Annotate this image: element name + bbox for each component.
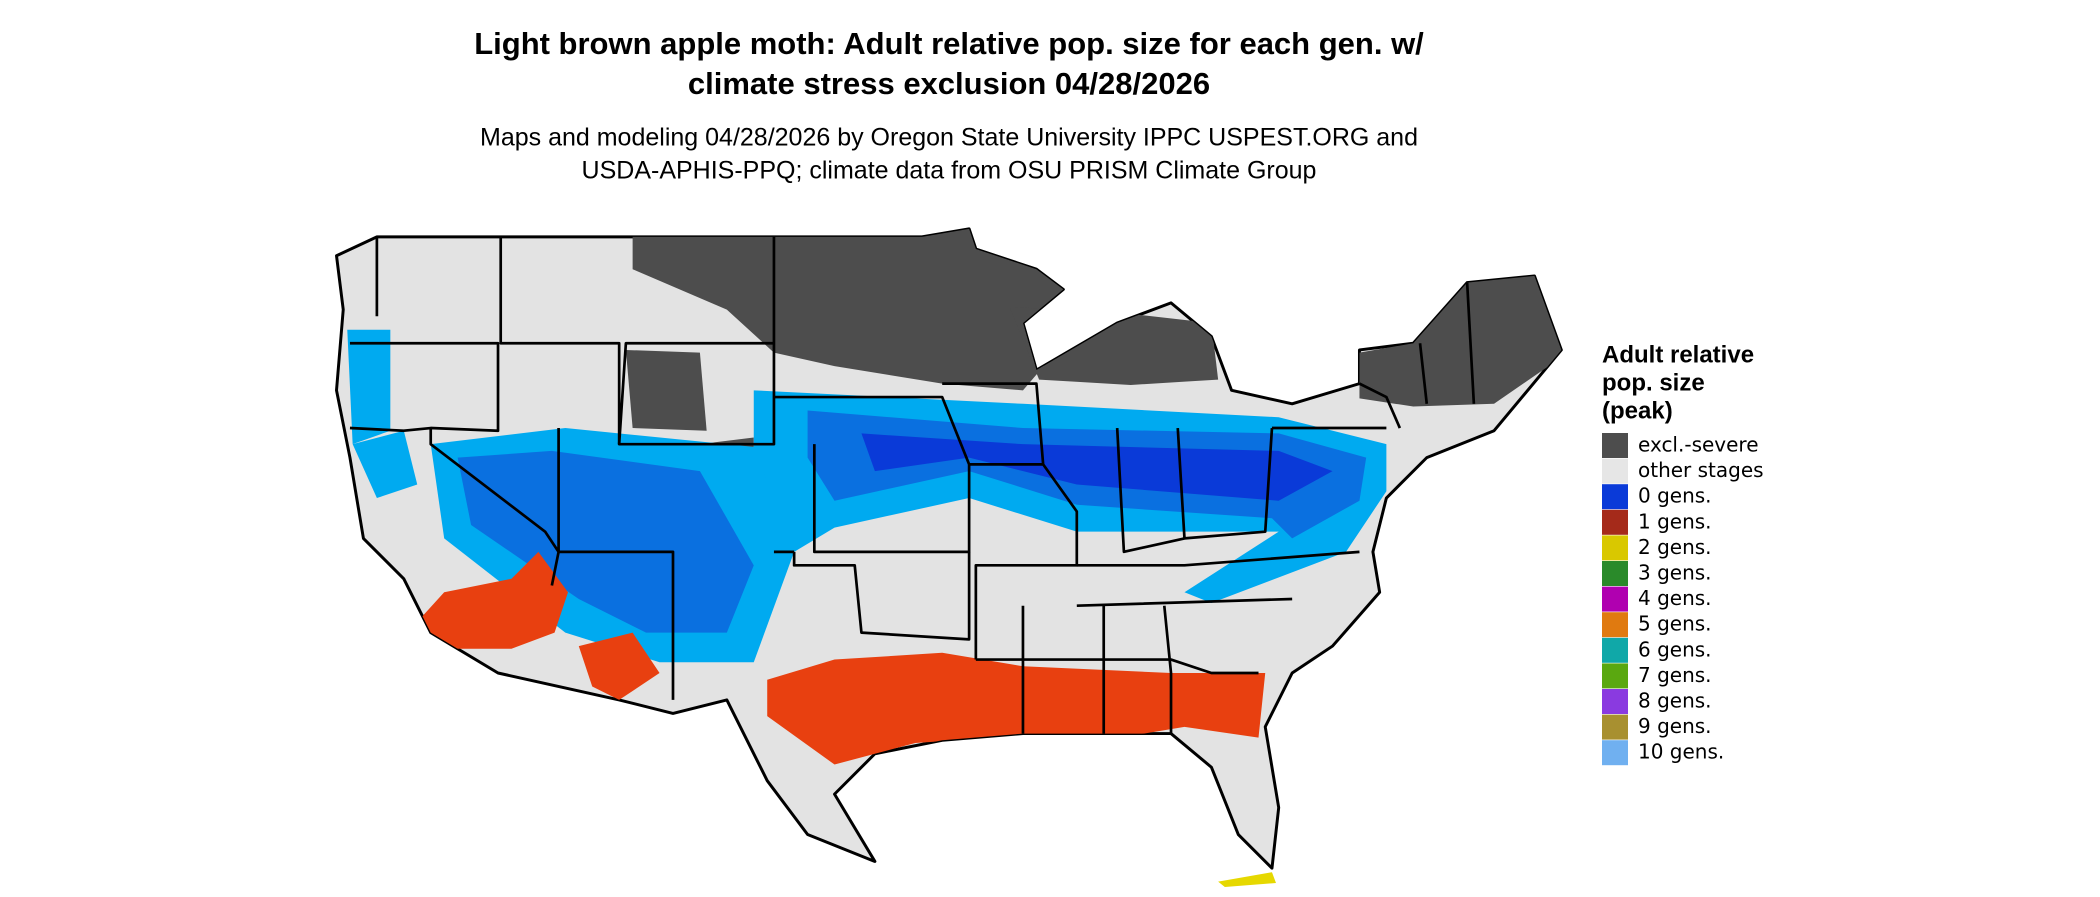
map-zones xyxy=(347,228,1562,765)
subtitle: Maps and modeling 04/28/2026 by Oregon S… xyxy=(480,124,1418,152)
legend-label: 0 gens. xyxy=(1638,484,1712,508)
legend-title: pop. size xyxy=(1602,369,1705,396)
subtitle: USDA-APHIS-PPQ; climate data from OSU PR… xyxy=(582,157,1317,185)
legend-swatch xyxy=(1602,535,1628,561)
zone xyxy=(457,450,754,633)
zone xyxy=(578,632,660,700)
zone xyxy=(861,433,1333,501)
state-borders xyxy=(349,236,1476,734)
legend-label: 3 gens. xyxy=(1638,561,1712,585)
zone xyxy=(625,349,707,431)
legend-swatch xyxy=(1602,561,1628,586)
legend-swatch xyxy=(1602,714,1628,740)
legend-swatch xyxy=(1602,586,1628,612)
zone xyxy=(632,228,1064,391)
legend-label: 9 gens. xyxy=(1638,714,1712,738)
legend-label: 8 gens. xyxy=(1638,689,1712,713)
legend-swatch xyxy=(1602,689,1628,714)
us-map xyxy=(335,227,1563,888)
zone xyxy=(352,430,418,499)
legend-swatch xyxy=(1602,663,1628,689)
legend-label: 6 gens. xyxy=(1638,637,1712,661)
legend-label: 7 gens. xyxy=(1638,663,1712,687)
legend-title: (peak) xyxy=(1602,397,1673,424)
legend-swatch xyxy=(1602,484,1628,510)
legend-swatch xyxy=(1602,433,1628,458)
legend-swatch xyxy=(1602,637,1628,663)
legend-label: 1 gens. xyxy=(1638,509,1712,533)
title: Light brown apple moth: Adult relative p… xyxy=(474,26,1424,61)
legend-label: 4 gens. xyxy=(1638,586,1712,610)
legend-swatch xyxy=(1602,740,1628,766)
legend-label: excl.-severe xyxy=(1638,433,1759,457)
title: climate stress exclusion 04/28/2026 xyxy=(688,66,1210,101)
legend-title: Adult relative xyxy=(1602,341,1754,368)
legend-swatch xyxy=(1602,509,1628,535)
legend-swatch xyxy=(1602,458,1628,484)
legend-label: 10 gens. xyxy=(1638,740,1724,764)
zone xyxy=(767,652,1266,765)
legend-label: other stages xyxy=(1638,458,1764,482)
zone xyxy=(1218,872,1277,888)
zone xyxy=(347,329,391,445)
zone xyxy=(417,551,569,649)
legend-swatch xyxy=(1602,612,1628,638)
legend-label: 2 gens. xyxy=(1638,535,1712,559)
legend-label: 5 gens. xyxy=(1638,612,1712,636)
zone xyxy=(1359,269,1562,407)
